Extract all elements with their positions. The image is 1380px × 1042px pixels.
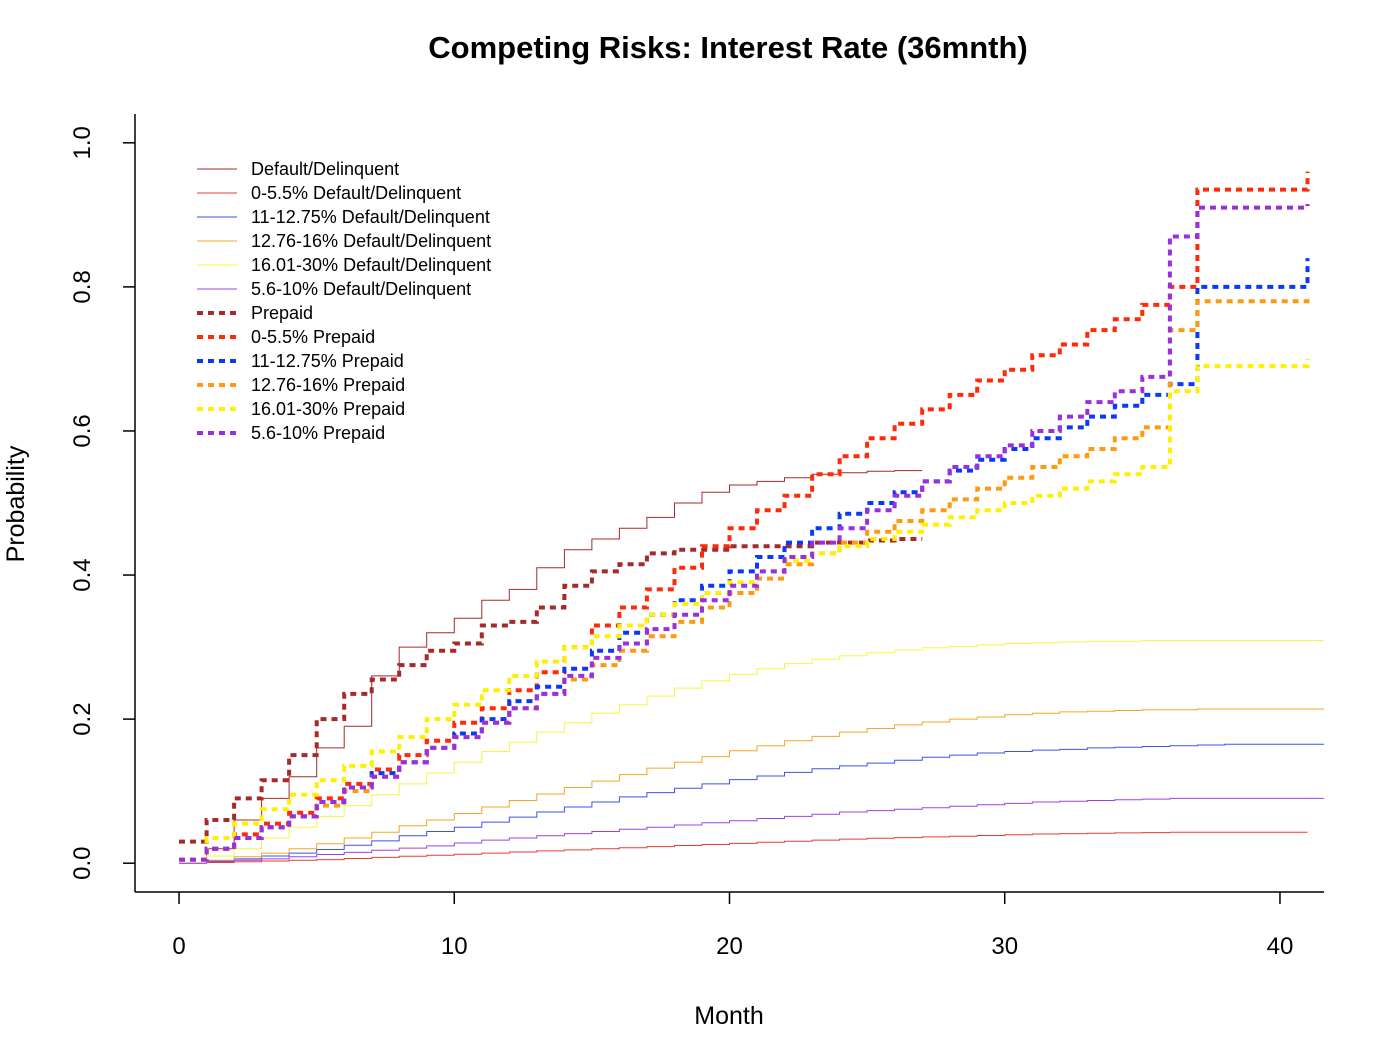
legend-label: 5.6-10% Default/Delinquent [251, 279, 471, 299]
y-tick-label: 0.0 [69, 846, 96, 879]
legend-label: 11-12.75% Default/Delinquent [251, 207, 490, 227]
x-ticks: 0 10 20 30 40 [172, 892, 1293, 960]
series-line-11 [179, 204, 1310, 862]
y-tick-label: 0.2 [69, 702, 96, 735]
y-axis-label: Probability [2, 445, 30, 562]
x-tick-label: 0 [172, 933, 185, 960]
series-line-6 [179, 537, 923, 844]
x-tick-label: 20 [716, 933, 743, 960]
series-line-0 [179, 470, 923, 864]
legend-label: 16.01-30% Default/Delinquent [251, 255, 491, 275]
series-line-7 [179, 171, 1310, 862]
x-tick-label: 30 [991, 933, 1018, 960]
y-tick-label: 0.4 [69, 558, 96, 591]
legend: Default/Delinquent 0-5.5% Default/Delinqu… [197, 159, 491, 443]
y-ticks: 0.0 0.2 0.4 0.6 0.8 1.0 [69, 126, 135, 880]
series-line-3 [179, 708, 1324, 864]
y-tick-label: 1.0 [69, 126, 96, 159]
legend-label: 11-12.75% Prepaid [251, 351, 404, 371]
legend-label: 0-5.5% Default/Delinquent [251, 183, 461, 203]
series-line-10 [179, 358, 1310, 862]
series-line-5 [179, 797, 1324, 864]
series-line-4 [179, 640, 1324, 864]
legend-label: 5.6-10% Prepaid [251, 423, 385, 443]
chart-title: Competing Risks: Interest Rate (36mnth) [428, 30, 1027, 65]
y-tick-label: 0.6 [69, 414, 96, 447]
x-tick-label: 10 [441, 933, 468, 960]
legend-label: 12.76-16% Default/Delinquent [251, 231, 491, 251]
x-axis-label: Month [694, 1002, 763, 1030]
plot-lines [179, 171, 1324, 864]
legend-label: Prepaid [251, 303, 313, 323]
y-tick-label: 0.8 [69, 270, 96, 303]
legend-label: Default/Delinquent [251, 159, 399, 179]
series-line-1 [179, 831, 1308, 864]
legend-label: 12.76-16% Prepaid [251, 375, 405, 395]
legend-label: 0-5.5% Prepaid [251, 327, 375, 347]
legend-label: 16.01-30% Prepaid [251, 399, 405, 419]
series-line-2 [179, 743, 1324, 864]
x-tick-label: 40 [1267, 933, 1294, 960]
